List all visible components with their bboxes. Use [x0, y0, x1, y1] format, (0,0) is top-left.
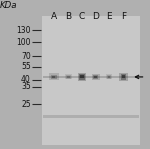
Bar — [94, 76, 97, 78]
Bar — [42, 16, 140, 145]
Text: B: B — [65, 12, 71, 21]
Text: 70: 70 — [21, 52, 31, 61]
Text: D: D — [92, 12, 99, 21]
Bar — [43, 115, 139, 118]
Bar — [122, 75, 125, 78]
Bar — [52, 76, 55, 78]
Bar — [108, 76, 110, 78]
Text: 35: 35 — [21, 82, 31, 91]
Bar — [66, 75, 70, 79]
Text: A: A — [51, 12, 57, 21]
Text: C: C — [79, 12, 85, 21]
Text: 100: 100 — [16, 38, 31, 47]
Text: E: E — [106, 12, 112, 21]
Text: 55: 55 — [21, 62, 31, 71]
Bar — [106, 74, 112, 79]
Bar — [119, 73, 128, 81]
Bar — [107, 75, 111, 79]
Text: 40: 40 — [21, 75, 31, 84]
Bar — [49, 73, 59, 80]
Bar — [121, 74, 126, 80]
Text: 130: 130 — [16, 26, 31, 35]
Bar — [67, 76, 69, 78]
Text: F: F — [121, 12, 126, 21]
Bar — [78, 73, 86, 81]
Bar — [65, 74, 72, 79]
Text: 25: 25 — [21, 100, 31, 108]
Bar — [93, 75, 98, 79]
Bar — [92, 74, 100, 80]
Bar — [79, 74, 85, 80]
Bar — [51, 75, 57, 79]
Bar — [80, 75, 84, 78]
Text: KDa: KDa — [0, 1, 18, 10]
Bar — [43, 76, 139, 78]
